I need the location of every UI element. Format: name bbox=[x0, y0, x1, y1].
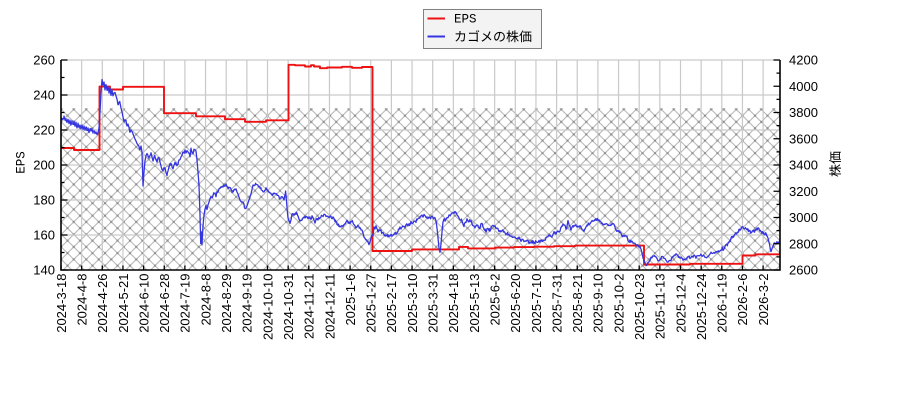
svg-text:2024-8-8: 2024-8-8 bbox=[198, 274, 213, 326]
svg-text:2025-6-2: 2025-6-2 bbox=[488, 274, 503, 326]
svg-text:2024-9-19: 2024-9-19 bbox=[240, 274, 255, 333]
svg-text:2025-12-24: 2025-12-24 bbox=[694, 274, 709, 341]
svg-text:2025-11-13: 2025-11-13 bbox=[653, 274, 668, 340]
svg-text:2024-4-8: 2024-4-8 bbox=[75, 274, 90, 326]
svg-text:2600: 2600 bbox=[789, 263, 818, 278]
svg-text:3200: 3200 bbox=[789, 184, 818, 199]
svg-text:2025-6-20: 2025-6-20 bbox=[508, 274, 523, 333]
svg-text:2025-3-10: 2025-3-10 bbox=[405, 274, 420, 333]
svg-text:160: 160 bbox=[33, 228, 55, 243]
svg-text:2024-6-10: 2024-6-10 bbox=[136, 274, 151, 333]
svg-text:3600: 3600 bbox=[789, 131, 818, 146]
svg-text:2025-10-23: 2025-10-23 bbox=[632, 274, 647, 341]
svg-text:2025-8-21: 2025-8-21 bbox=[570, 274, 585, 333]
svg-text:2024-7-19: 2024-7-19 bbox=[178, 274, 193, 333]
svg-text:2024-6-28: 2024-6-28 bbox=[157, 274, 172, 333]
svg-text:200: 200 bbox=[33, 158, 55, 173]
svg-text:EPS: EPS bbox=[14, 151, 28, 174]
svg-text:2024-4-26: 2024-4-26 bbox=[95, 274, 110, 333]
svg-text:2024-11-21: 2024-11-21 bbox=[302, 274, 317, 340]
svg-text:2024-10-10: 2024-10-10 bbox=[260, 274, 275, 341]
svg-text:2024-10-31: 2024-10-31 bbox=[281, 274, 296, 341]
svg-text:EPS: EPS bbox=[454, 13, 477, 27]
svg-text:2025-1-6: 2025-1-6 bbox=[343, 274, 358, 326]
svg-text:2800: 2800 bbox=[789, 236, 818, 251]
svg-text:2024-8-29: 2024-8-29 bbox=[219, 274, 234, 333]
svg-text:3400: 3400 bbox=[789, 158, 818, 173]
svg-text:2025-12-4: 2025-12-4 bbox=[673, 274, 688, 333]
svg-text:2026-1-19: 2026-1-19 bbox=[715, 274, 730, 333]
svg-text:220: 220 bbox=[33, 123, 55, 138]
svg-text:3800: 3800 bbox=[789, 105, 818, 120]
svg-text:2026-3-2: 2026-3-2 bbox=[756, 274, 771, 326]
svg-text:2025-2-17: 2025-2-17 bbox=[384, 274, 399, 333]
svg-text:2024-12-11: 2024-12-11 bbox=[322, 274, 337, 340]
svg-text:2025-5-13: 2025-5-13 bbox=[467, 274, 482, 333]
svg-text:2025-9-10: 2025-9-10 bbox=[591, 274, 606, 333]
svg-text:3000: 3000 bbox=[789, 210, 818, 225]
svg-text:2025-7-10: 2025-7-10 bbox=[529, 274, 544, 333]
svg-text:2025-4-18: 2025-4-18 bbox=[446, 273, 461, 332]
svg-text:2025-7-31: 2025-7-31 bbox=[549, 274, 564, 333]
svg-text:180: 180 bbox=[33, 193, 55, 208]
svg-text:2025-1-27: 2025-1-27 bbox=[364, 274, 379, 333]
svg-text:2025-10-2: 2025-10-2 bbox=[611, 274, 626, 333]
svg-text:2024-5-21: 2024-5-21 bbox=[116, 274, 131, 333]
svg-text:2024-3-18: 2024-3-18 bbox=[54, 274, 69, 333]
svg-text:260: 260 bbox=[33, 53, 55, 68]
svg-text:2025-3-31: 2025-3-31 bbox=[426, 274, 441, 333]
svg-text:140: 140 bbox=[33, 263, 55, 278]
svg-text:2026-2-6: 2026-2-6 bbox=[735, 274, 750, 326]
svg-text:4200: 4200 bbox=[789, 53, 818, 68]
svg-text:4000: 4000 bbox=[789, 79, 818, 94]
svg-text:240: 240 bbox=[33, 88, 55, 103]
